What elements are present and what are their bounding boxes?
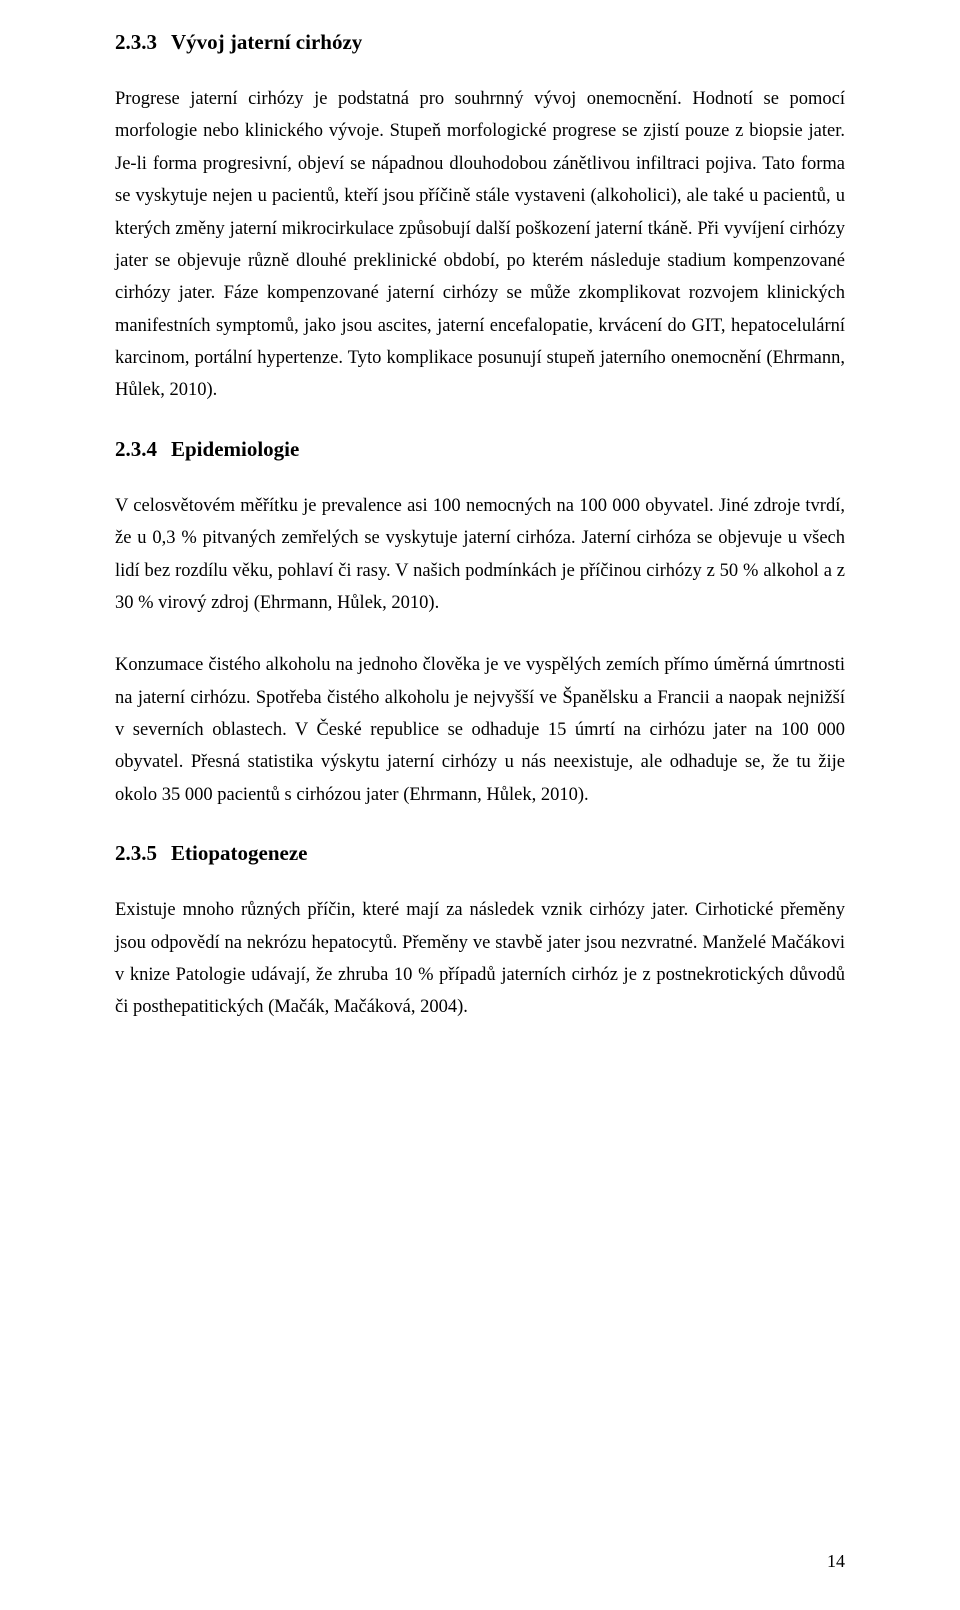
heading-2-3-4: 2.3.4 Epidemiologie <box>115 437 845 462</box>
heading-2-3-5: 2.3.5 Etiopatogeneze <box>115 841 845 866</box>
heading-number: 2.3.3 <box>115 30 157 55</box>
document-page: 2.3.3 Vývoj jaterní cirhózy Progrese jate… <box>0 0 960 1610</box>
heading-2-3-3: 2.3.3 Vývoj jaterní cirhózy <box>115 30 845 55</box>
heading-number: 2.3.5 <box>115 841 157 866</box>
heading-title: Epidemiologie <box>171 437 299 461</box>
heading-title: Etiopatogeneze <box>171 841 307 865</box>
page-number: 14 <box>827 1551 845 1572</box>
paragraph: Existuje mnoho různých příčin, které maj… <box>115 894 845 1024</box>
heading-number: 2.3.4 <box>115 437 157 462</box>
heading-title: Vývoj jaterní cirhózy <box>171 30 362 54</box>
paragraph: V celosvětovém měřítku je prevalence asi… <box>115 490 845 620</box>
paragraph: Konzumace čistého alkoholu na jednoho čl… <box>115 649 845 811</box>
paragraph: Progrese jaterní cirhózy je podstatná pr… <box>115 83 845 407</box>
